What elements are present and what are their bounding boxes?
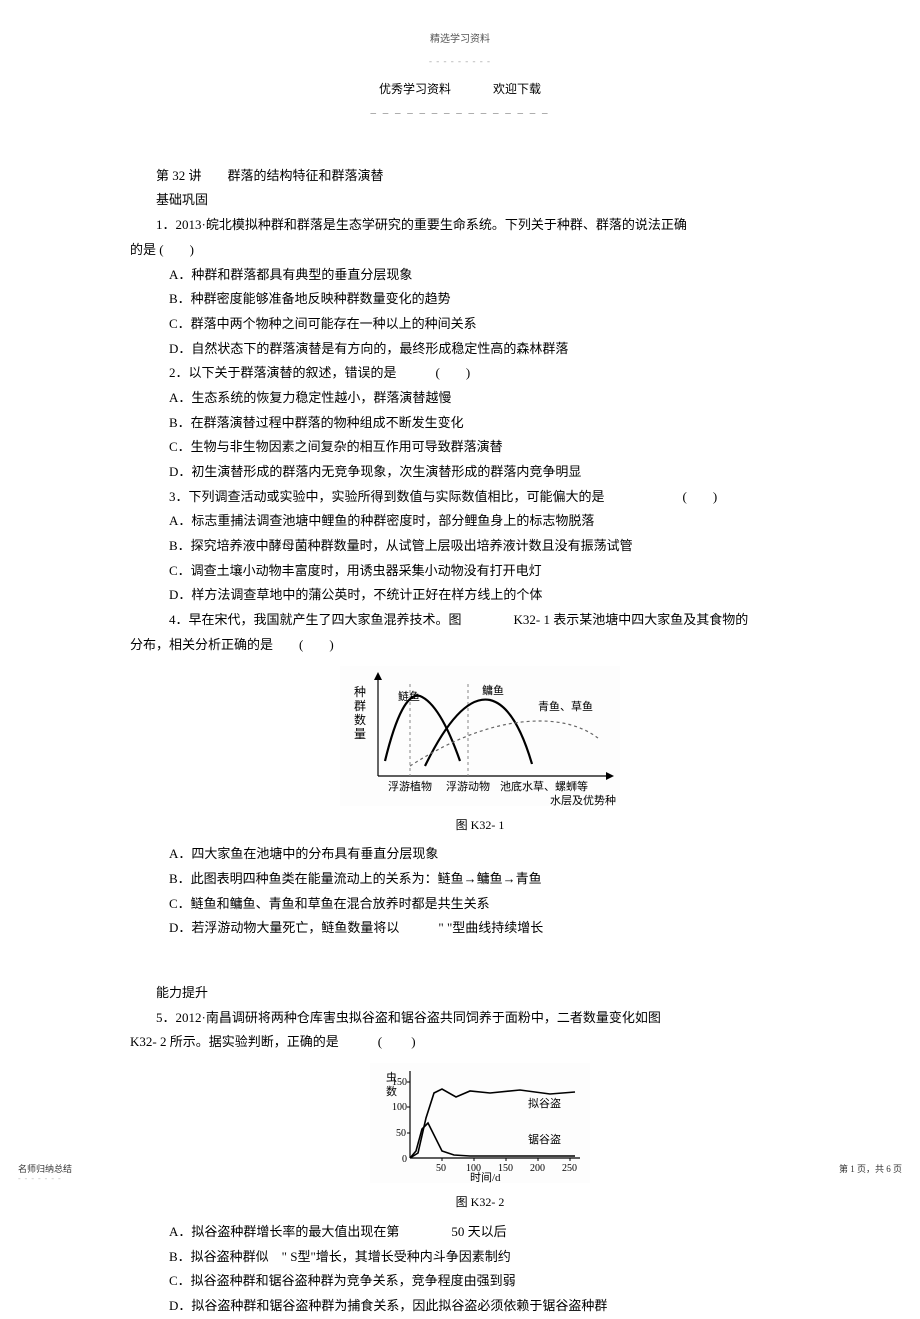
content: 第 32 讲 群落的结构特征和群落演替 基础巩固 1．2013·皖北模拟种群和群… xyxy=(90,164,830,1319)
svg-text:种: 种 xyxy=(354,685,366,699)
svg-text:50: 50 xyxy=(436,1163,446,1174)
lecture-title: 第 32 讲 群落的结构特征和群落演替 xyxy=(130,164,830,189)
svg-text:200: 200 xyxy=(530,1163,545,1174)
q2-c: C．生物与非生物因素之间复杂的相互作用可导致群落演替 xyxy=(130,435,830,460)
q5-d: D．拟谷盗种群和锯谷盗种群为捕食关系，因此拟谷盗必须依赖于锯谷盗种群 xyxy=(130,1294,830,1319)
svg-text:青鱼、草鱼: 青鱼、草鱼 xyxy=(538,699,593,713)
top-dots: - - - - - - - - - xyxy=(90,53,830,70)
svg-text:量: 量 xyxy=(354,727,366,741)
q4-d: D．若浮游动物大量死亡，鲢鱼数量将以 " "型曲线持续增长 xyxy=(130,916,830,941)
sub-header: 优秀学习资料 欢迎下载 xyxy=(90,78,830,101)
q3-d: D．样方法调查草地中的蒲公英时，不统计正好在样方线上的个体 xyxy=(130,583,830,608)
svg-text:数: 数 xyxy=(354,712,366,727)
q5-stem-1: 5．2012·南昌调研将两种仓库害虫拟谷盗和锯谷盗共同饲养于面粉中，二者数量变化… xyxy=(130,1006,830,1031)
top-header: 精选学习资料 xyxy=(90,30,830,49)
basic-title: 基础巩固 xyxy=(130,188,830,213)
q4-stem-1: 4．早在宋代，我国就产生了四大家鱼混养技术。图 K32- 1 表示某池塘中四大家… xyxy=(130,608,830,633)
q5-a: A．拟谷盗种群增长率的最大值出现在第 50 天以后 xyxy=(130,1220,830,1245)
svg-text:150: 150 xyxy=(392,1077,407,1088)
q3-b: B．探究培养液中酵母菌种群数量时，从试管上层吸出培养液计数且没有振荡试管 xyxy=(130,534,830,559)
q4-c: C．鲢鱼和鳙鱼、青鱼和草鱼在混合放养时都是共生关系 xyxy=(130,892,830,917)
q1-c: C．群落中两个物种之间可能存在一种以上的种间关系 xyxy=(130,312,830,337)
q4-stem-2: 分布，相关分析正确的是 ( ) xyxy=(130,633,830,658)
sub-header-left: 优秀学习资料 xyxy=(379,82,451,96)
q4-b: B．此图表明四种鱼类在能量流动上的关系为：鲢鱼→鳙鱼→青鱼 xyxy=(130,867,830,892)
svg-text:50: 50 xyxy=(396,1128,406,1139)
header-dashes: – – – – – – – – – – – – – – – xyxy=(90,103,830,124)
chart-k32-2: 虫 数 150 100 50 0 50 100 150 200 250 时间/d… xyxy=(370,1063,590,1183)
svg-text:锯谷盗: 锯谷盗 xyxy=(528,1132,561,1146)
ability-title: 能力提升 xyxy=(130,981,830,1006)
q2-stem: 2．以下关于群落演替的叙述，错误的是 ( ) xyxy=(130,361,830,386)
figure-k32-2-label: 图 K32- 2 xyxy=(130,1191,830,1214)
q3-a: A．标志重捕法调查池塘中鲤鱼的种群密度时，部分鲤鱼身上的标志物脱落 xyxy=(130,509,830,534)
svg-text:浮游植物: 浮游植物 xyxy=(388,779,432,793)
q1-d: D．自然状态下的群落演替是有方向的，最终形成稳定性高的森林群落 xyxy=(130,337,830,362)
svg-text:100: 100 xyxy=(392,1102,407,1113)
q3-stem: 3．下列调查活动或实验中，实验所得到数值与实际数值相比，可能偏大的是 ( ) xyxy=(130,485,830,510)
footer-right: 第 1 页，共 6 页 xyxy=(839,1161,902,1178)
q1-b: B．种群密度能够准备地反映种群数量变化的趋势 xyxy=(130,287,830,312)
svg-text:水层及优势种: 水层及优势种 xyxy=(550,793,616,806)
q2-a: A．生态系统的恢复力稳定性越小，群落演替越慢 xyxy=(130,386,830,411)
svg-text:拟谷盗: 拟谷盗 xyxy=(528,1096,561,1110)
sub-header-right: 欢迎下载 xyxy=(493,82,541,96)
q1-a: A．种群和群落都具有典型的垂直分层现象 xyxy=(130,263,830,288)
svg-text:浮游动物: 浮游动物 xyxy=(446,779,490,793)
figure-k32-1-label: 图 K32- 1 xyxy=(130,814,830,837)
svg-text:0: 0 xyxy=(402,1154,407,1165)
svg-text:鲢鱼: 鲢鱼 xyxy=(398,689,420,703)
q2-b: B．在群落演替过程中群落的物种组成不断发生变化 xyxy=(130,411,830,436)
footer-left-dots: - - - - - - - xyxy=(18,1171,62,1186)
q5-c: C．拟谷盗种群和锯谷盗种群为竞争关系，竞争程度由强到弱 xyxy=(130,1269,830,1294)
q5-b: B．拟谷盗种群似 " S型"增长，其增长受种内斗争因素制约 xyxy=(130,1245,830,1270)
svg-text:250: 250 xyxy=(562,1163,577,1174)
q1-stem-2: 的是 ( ) xyxy=(130,238,830,263)
q5-stem-2: K32- 2 所示。据实验判断，正确的是 ( ) xyxy=(130,1030,830,1055)
chart-k32-1: 种 群 数 量 鲢鱼 鳙鱼 青鱼、草鱼 浮游植物 浮游动物 池底水草、螺蛳等 水… xyxy=(340,666,620,806)
q3-c: C．调查土壤小动物丰富度时，用诱虫器采集小动物没有打开电灯 xyxy=(130,559,830,584)
figure-k32-1: 种 群 数 量 鲢鱼 鳙鱼 青鱼、草鱼 浮游植物 浮游动物 池底水草、螺蛳等 水… xyxy=(130,666,830,806)
svg-text:时间/d: 时间/d xyxy=(470,1171,501,1183)
q2-d: D．初生演替形成的群落内无竞争现象，次生演替形成的群落内竞争明显 xyxy=(130,460,830,485)
q1-stem-1: 1．2013·皖北模拟种群和群落是生态学研究的重要生命系统。下列关于种群、群落的… xyxy=(130,213,830,238)
figure-k32-2: 虫 数 150 100 50 0 50 100 150 200 250 时间/d… xyxy=(130,1063,830,1183)
svg-text:群: 群 xyxy=(354,699,366,713)
svg-text:鳙鱼: 鳙鱼 xyxy=(482,683,504,697)
svg-text:池底水草、螺蛳等: 池底水草、螺蛳等 xyxy=(500,779,588,793)
q4-a: A．四大家鱼在池塘中的分布具有垂直分层现象 xyxy=(130,842,830,867)
